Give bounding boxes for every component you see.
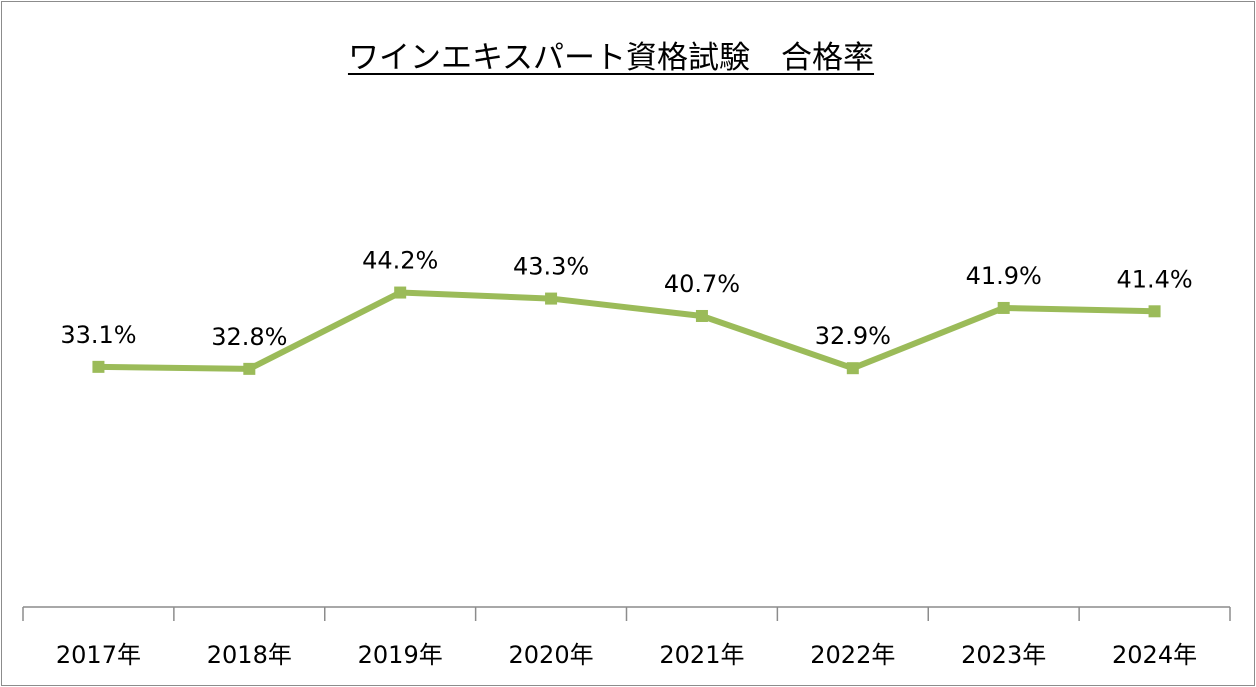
- data-point-marker: [1148, 305, 1161, 318]
- x-tick-label: 2018年: [207, 641, 292, 669]
- pass-rate-line: [95, 289, 1158, 372]
- x-tick-label: 2017年: [56, 641, 141, 669]
- chart-title: ワインエキスパート資格試験 合格率: [347, 40, 875, 76]
- data-point-marker: [545, 292, 558, 305]
- data-label: 32.9%: [815, 322, 891, 350]
- data-label: 32.8%: [211, 323, 287, 351]
- x-tick-label: 2019年: [358, 641, 443, 669]
- x-tick-label: 2021年: [659, 641, 744, 669]
- data-label: 40.7%: [664, 270, 740, 298]
- data-label: 43.3%: [513, 253, 589, 281]
- data-label: 44.2%: [362, 247, 438, 275]
- data-point-marker: [846, 362, 859, 375]
- x-tick-label: 2023年: [961, 641, 1046, 669]
- x-axis-ticks: [22, 607, 1231, 621]
- data-point-marker: [695, 309, 708, 322]
- data-label: 33.1%: [60, 321, 136, 349]
- data-label: 41.9%: [966, 262, 1042, 290]
- x-tick-label: 2022年: [810, 641, 895, 669]
- data-point-marker: [243, 362, 256, 375]
- data-point-marker: [92, 360, 105, 373]
- data-label: 41.4%: [1116, 265, 1192, 293]
- x-tick-label: 2020年: [509, 641, 594, 669]
- data-labels: 33.1% 32.8% 44.2% 43.3% 40.7% 32.9% 41.9% 41.4%: [60, 247, 1192, 351]
- x-tick-label: 2024年: [1112, 641, 1197, 669]
- data-point-markers: [92, 286, 1161, 375]
- data-point-marker: [394, 286, 407, 299]
- x-axis-labels: 2017年 2018年 2019年 2020年 2021年 2022年 2023年 2024年: [56, 641, 1197, 669]
- data-point-marker: [997, 301, 1010, 314]
